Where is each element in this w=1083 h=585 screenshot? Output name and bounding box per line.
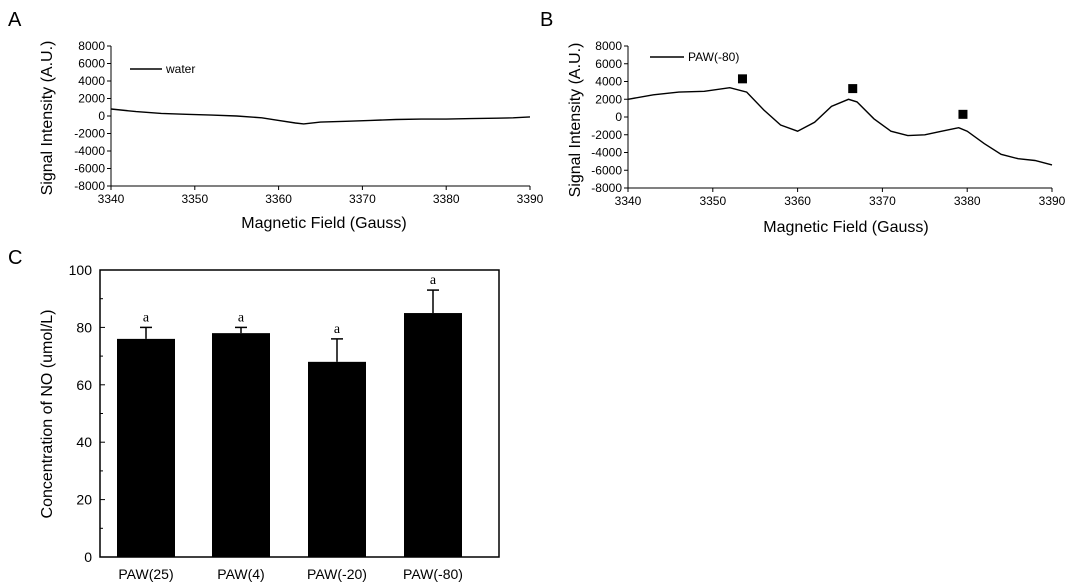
chart-a-y-tick-label: 0 bbox=[98, 109, 105, 123]
chart-b-y-tick-label: -6000 bbox=[591, 163, 622, 177]
chart-a-y-tick-label: 8000 bbox=[78, 39, 105, 53]
chart-a-y-tick-label: 4000 bbox=[78, 74, 105, 88]
chart-a-x-tick-label: 3350 bbox=[181, 192, 208, 206]
chart-c-y-tick-label: 60 bbox=[76, 377, 92, 393]
chart-a-y-tick-label: -8000 bbox=[74, 179, 105, 193]
chart-b-x-tick-label: 3380 bbox=[954, 194, 981, 208]
chart-c-x-tick-label: PAW(4) bbox=[217, 566, 264, 582]
chart-c-bar bbox=[117, 338, 175, 557]
chart-b-y-tick-label: 0 bbox=[615, 110, 622, 124]
chart-b: 8000 6000 4000 2000 0 -2000 -4000 -6000 -8000 33… bbox=[567, 39, 1066, 236]
chart-b-legend-label: PAW(-80) bbox=[688, 50, 739, 64]
chart-c-significance-label: a bbox=[334, 322, 341, 337]
chart-a-y-tick-label: -4000 bbox=[74, 144, 105, 158]
chart-a-y-tick-label: -2000 bbox=[74, 127, 105, 141]
chart-a-y-axis-title: Signal Intensity (A.U.) bbox=[39, 41, 56, 196]
chart-a: 8000 6000 4000 2000 0 -2000 -4000 -6000 -8000 33… bbox=[39, 39, 544, 232]
chart-a-x-axis-title: Magnetic Field (Gauss) bbox=[241, 215, 406, 232]
chart-c: 0 20 40 60 80 100 a PAW(25) a PAW(4) a PAW(-20) a PA… bbox=[39, 262, 500, 582]
chart-c-x-tick-label: PAW(25) bbox=[118, 566, 173, 582]
chart-a-y-tick-label: 6000 bbox=[78, 57, 105, 71]
chart-a-x-tick-label: 3390 bbox=[517, 192, 544, 206]
chart-b-x-tick-label: 3360 bbox=[784, 194, 811, 208]
chart-a-x-tick-label: 3340 bbox=[98, 192, 125, 206]
chart-a-x-tick-label: 3360 bbox=[265, 192, 292, 206]
panel-label-b: B bbox=[540, 9, 553, 31]
chart-b-series-line-paw-80 bbox=[627, 86, 1053, 166]
chart-c-y-tick-label: 0 bbox=[84, 549, 92, 565]
chart-c-significance-label: a bbox=[238, 310, 245, 325]
chart-b-y-tick-label: 4000 bbox=[595, 75, 622, 89]
chart-b-peak-marker bbox=[958, 109, 968, 119]
chart-b-y-tick-label: -2000 bbox=[591, 128, 622, 142]
chart-c-bar bbox=[308, 361, 366, 557]
chart-a-series-line-water bbox=[110, 108, 531, 125]
chart-b-x-tick-label: 3370 bbox=[869, 194, 896, 208]
chart-b-y-tick-label: -4000 bbox=[591, 146, 622, 160]
chart-c-x-tick-label: PAW(-20) bbox=[307, 566, 367, 582]
chart-b-x-tick-label: 3340 bbox=[615, 194, 642, 208]
chart-b-y-tick-label: 8000 bbox=[595, 39, 622, 53]
panel-label-a: A bbox=[8, 9, 22, 31]
chart-c-bar bbox=[404, 313, 462, 557]
chart-b-x-tick-label: 3350 bbox=[699, 194, 726, 208]
chart-a-y-tick-label: -6000 bbox=[74, 162, 105, 176]
chart-c-y-axis-title: Concentration of NO (umol/L) bbox=[39, 310, 56, 519]
chart-b-y-tick-label: 2000 bbox=[595, 92, 622, 106]
chart-a-y-tick-label: 2000 bbox=[78, 92, 105, 106]
chart-c-y-tick-label: 100 bbox=[69, 262, 93, 278]
chart-c-significance-label: a bbox=[143, 310, 150, 325]
chart-c-y-tick-label: 20 bbox=[76, 492, 92, 508]
chart-b-x-tick-label: 3390 bbox=[1039, 194, 1066, 208]
chart-b-y-tick-label: -8000 bbox=[591, 181, 622, 195]
chart-c-bar bbox=[212, 333, 270, 557]
chart-a-legend-label: water bbox=[165, 62, 195, 76]
chart-c-y-tick-label: 80 bbox=[76, 319, 92, 335]
chart-c-x-tick-label: PAW(-80) bbox=[403, 566, 463, 582]
chart-a-x-tick-label: 3380 bbox=[433, 192, 460, 206]
chart-b-y-tick-label: 6000 bbox=[595, 57, 622, 71]
chart-b-peak-marker bbox=[737, 74, 747, 84]
chart-a-x-tick-label: 3370 bbox=[349, 192, 376, 206]
chart-b-x-axis-title: Magnetic Field (Gauss) bbox=[763, 219, 928, 236]
chart-c-y-tick-label: 40 bbox=[76, 434, 92, 450]
panel-label-c: C bbox=[8, 247, 22, 269]
chart-b-peak-marker bbox=[848, 84, 858, 94]
chart-c-significance-label: a bbox=[430, 273, 437, 288]
chart-b-y-axis-title: Signal Intensity (A.U.) bbox=[567, 43, 584, 198]
